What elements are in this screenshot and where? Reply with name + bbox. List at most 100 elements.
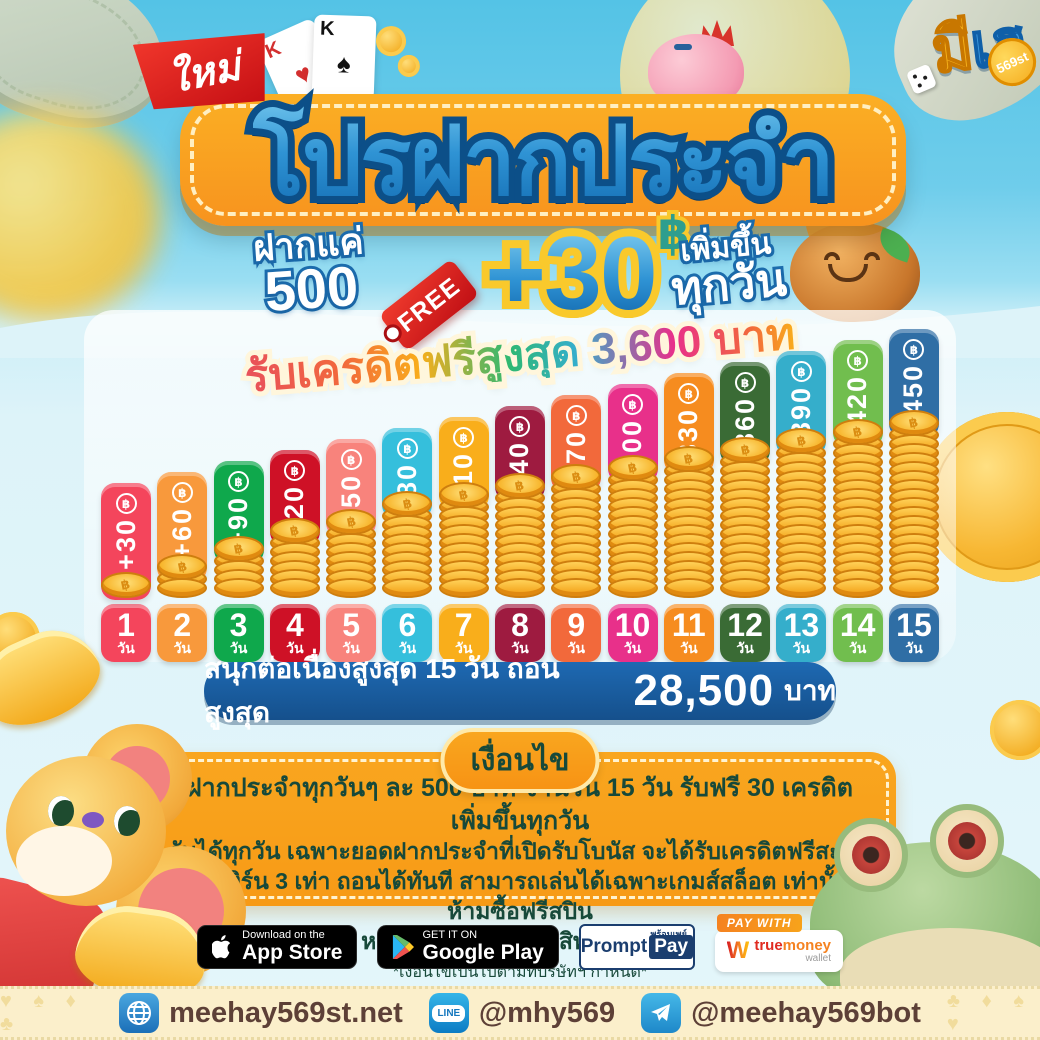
- chart-day-column-10: ฿ +300 ฿ 10 วัน: [607, 384, 659, 662]
- googleplay-top-label: GET IT ON: [422, 929, 478, 942]
- day-unit-label: วัน: [623, 640, 642, 657]
- coin-icon: ฿: [326, 509, 377, 535]
- day-badge-6: 6 วัน: [382, 604, 433, 662]
- suits-decor-right: ♣ ♦ ♠ ♥: [946, 990, 1032, 1035]
- deposit-amount: 500: [259, 251, 363, 326]
- line-icon-label: LINE: [432, 1004, 466, 1022]
- coin-icon: ฿: [382, 491, 433, 517]
- day-number: 9: [567, 607, 586, 644]
- day-unit-label: วัน: [792, 640, 811, 657]
- apple-icon: [212, 935, 231, 959]
- baht-coin-icon: ฿: [847, 350, 869, 371]
- summary-suffix: บาท: [784, 675, 836, 706]
- footer-website[interactable]: meehay569st.net: [119, 993, 403, 1033]
- footer-bar: ♥ ♠ ♦ ♣ meehay569st.net LINE @mhy569 @me…: [0, 986, 1040, 1040]
- bonus-value-label: +30: [110, 518, 141, 570]
- coin-stack: ฿: [325, 509, 377, 598]
- day-unit-label: วัน: [454, 640, 473, 657]
- day-number: 2: [173, 607, 192, 644]
- google-play-triangle-icon: [393, 935, 415, 959]
- bar-area: ฿ +300 ฿: [607, 384, 659, 598]
- coin-icon: ฿: [776, 428, 827, 454]
- chart-day-column-5: ฿+150฿ 5วัน: [325, 439, 377, 662]
- coin-icon: [832, 578, 883, 598]
- day-badge-13: 13 วัน: [776, 604, 827, 662]
- day-badge-9: 9 วัน: [551, 604, 602, 662]
- day-unit-label: วัน: [736, 640, 754, 657]
- baht-coin-icon: ฿: [565, 405, 587, 426]
- day-number: 13: [783, 607, 820, 644]
- footer-telegram[interactable]: @meehay569bot: [641, 993, 921, 1033]
- store-badges-row: Download on the App Store GET IT ON Google…: [0, 914, 1040, 972]
- coin-stack: ฿: [269, 518, 321, 598]
- bar-area: ฿ +450 ฿: [888, 329, 940, 598]
- coin-stack: ฿: [888, 410, 940, 598]
- day-unit-label: วัน: [173, 640, 191, 657]
- chart-day-column-3: ฿ +90 ฿ 3 วัน: [213, 461, 265, 662]
- summary-banner: สนุกต่อเนื่องสูงสุด 15 วัน ถอนสูงสุด 28,…: [204, 653, 836, 728]
- baht-symbol: ฿: [654, 203, 694, 263]
- baht-coin-icon: ฿: [453, 427, 475, 448]
- coin-icon: [438, 578, 489, 598]
- day-number: 5: [342, 607, 361, 644]
- coin-icon: ฿: [157, 554, 208, 580]
- truemoney-label-2: money: [782, 937, 832, 954]
- day-number: 8: [511, 607, 529, 644]
- coin-icon: [213, 578, 264, 598]
- baht-coin-icon: ฿: [284, 460, 306, 481]
- appstore-badge[interactable]: Download on the App Store: [197, 925, 358, 969]
- promptpay-badge[interactable]: พร้อมเพย์ Prompt Pay: [578, 924, 695, 970]
- day-badge-1: 1 วัน: [101, 604, 151, 662]
- coin-icon: [551, 578, 602, 598]
- day-unit-label: วัน: [229, 640, 248, 657]
- googleplay-badge[interactable]: GET IT ON Google Play: [377, 925, 559, 969]
- day-unit-label: วัน: [342, 640, 360, 657]
- chart-day-column-6: ฿+180฿ 6วัน: [381, 428, 433, 662]
- day-number: 10: [614, 607, 651, 644]
- coin-icon: ฿: [720, 437, 771, 463]
- chart-day-column-9: ฿+270฿ 9วัน: [550, 395, 602, 662]
- promo-title-box: โปรฝากประจำ โปรฝากประจำ: [180, 94, 906, 226]
- bonus-amount: +30: [485, 216, 657, 332]
- baht-coin-icon: ฿: [396, 438, 418, 459]
- line-icon: LINE: [428, 993, 469, 1033]
- promptpay-label-2: Pay: [649, 935, 694, 959]
- gold-coin-right2-decor: [990, 700, 1040, 760]
- day-unit-label: วัน: [567, 640, 585, 657]
- coin-icon: [326, 578, 377, 598]
- bonus-amount-group: +30 +30 ฿: [477, 203, 693, 334]
- coin-icon: ฿: [438, 482, 489, 508]
- footer-line[interactable]: LINE @mhy569: [428, 993, 615, 1033]
- chart-day-column-1: ฿ +30 ฿ 1 วัน: [100, 483, 152, 662]
- chart-day-column-4: ฿+120฿ 4วัน: [269, 450, 321, 662]
- coin-stack: ฿: [607, 455, 659, 598]
- deposit-text: ฝากแค่ 500: [249, 217, 368, 326]
- coin-icon: ฿: [607, 455, 658, 481]
- summary-prefix: สนุกต่อเนื่องสูงสุด 15 วัน ถอนสูงสุด: [204, 653, 560, 728]
- terms-box: เงื่อนไข ฝากประจำทุกวันๆ ละ 500 บาท จำนว…: [144, 728, 896, 981]
- footer-website-text: meehay569st.net: [169, 996, 403, 1029]
- googleplay-bottom-label: Google Play: [422, 940, 544, 964]
- coin-icon: [776, 578, 827, 598]
- coin-stack: ฿: [494, 473, 546, 598]
- truemoney-badge[interactable]: PAY WITH W truemoney wallet: [714, 914, 843, 972]
- day-number: 11: [671, 607, 706, 644]
- new-ribbon-label: ใหม่: [164, 44, 244, 102]
- bonus-value-label: +60: [166, 507, 197, 559]
- baht-coin-icon: ฿: [509, 416, 531, 437]
- globe-icon: [119, 993, 160, 1033]
- day-badge-10: 10 วัน: [607, 604, 658, 662]
- terms-line2: รับได้ทุกวัน เฉพาะยอดฝากประจำที่เปิดรับโ…: [169, 838, 871, 864]
- chart-day-column-15: ฿ +450 ฿ 15 วัน: [888, 329, 940, 662]
- coin-stack: ฿: [775, 428, 827, 598]
- day-number: 6: [398, 607, 417, 644]
- coin-icon: [494, 578, 545, 598]
- bar-area: ฿+150฿: [325, 439, 377, 598]
- baht-coin-icon: ฿: [622, 394, 644, 415]
- coin-icon: [607, 578, 658, 598]
- day-badge-8: 8 วัน: [494, 604, 545, 662]
- bar-area: ฿ +330 ฿: [663, 373, 715, 598]
- daily-line2: ทุกวัน: [666, 250, 792, 318]
- coin-stack: ฿: [156, 554, 208, 598]
